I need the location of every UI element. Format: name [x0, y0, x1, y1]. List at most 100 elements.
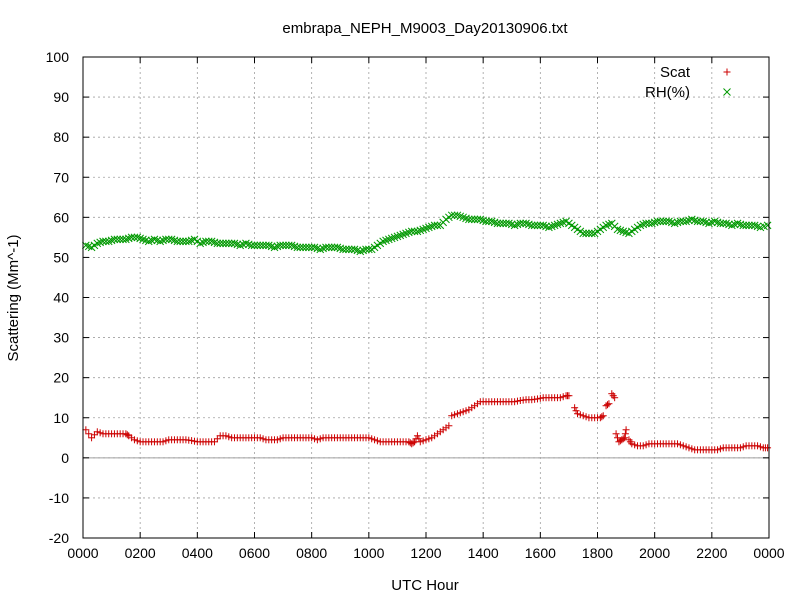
data-point — [622, 426, 630, 434]
data-point — [350, 245, 359, 254]
data-point — [82, 426, 90, 434]
data-point — [316, 435, 324, 443]
data-point — [456, 409, 464, 417]
data-point — [739, 221, 748, 230]
data-point — [619, 227, 628, 236]
data-point — [604, 401, 612, 409]
data-series — [82, 211, 772, 454]
data-point — [162, 235, 170, 244]
data-point — [764, 444, 772, 452]
y-tick-label: 0 — [61, 450, 69, 466]
data-point — [682, 217, 690, 226]
data-point — [459, 408, 467, 416]
legend-item-scat: Scat — [660, 64, 731, 81]
legend-marker-glyph — [723, 68, 731, 76]
data-point — [553, 220, 562, 229]
data-point — [467, 215, 476, 224]
y-tick-label: -20 — [49, 530, 69, 546]
data-point — [384, 235, 393, 244]
data-point — [207, 237, 216, 246]
data-point — [139, 235, 147, 244]
data-point — [676, 441, 684, 449]
data-point — [539, 221, 548, 230]
data-point — [542, 222, 550, 231]
data-point — [219, 239, 227, 248]
data-point — [670, 219, 679, 228]
data-point — [631, 441, 639, 449]
data-point — [356, 247, 365, 256]
data-point — [153, 236, 162, 245]
data-point — [571, 404, 579, 412]
data-point — [676, 217, 685, 226]
data-point — [256, 241, 265, 250]
data-point — [616, 226, 625, 235]
data-point — [253, 241, 262, 250]
data-point — [763, 221, 772, 230]
data-point — [162, 437, 170, 445]
data-point — [598, 413, 606, 421]
data-point — [522, 219, 530, 228]
data-point — [572, 407, 580, 415]
data-point — [188, 437, 196, 445]
data-point — [236, 241, 245, 250]
data-point — [536, 394, 544, 402]
x-tick-label: 0200 — [125, 545, 156, 561]
data-point — [313, 244, 322, 253]
data-point — [456, 212, 465, 221]
data-point — [716, 445, 724, 453]
legend-marker-rh — [723, 88, 731, 96]
data-point — [150, 235, 159, 244]
data-point — [279, 241, 287, 250]
data-point — [310, 243, 319, 252]
data-point — [619, 435, 627, 443]
data-point — [264, 241, 273, 250]
grid-lines — [83, 57, 769, 538]
data-point — [516, 219, 525, 228]
data-point — [750, 221, 759, 230]
data-point — [282, 241, 290, 250]
y-tick-label: 10 — [53, 410, 69, 426]
data-point — [688, 445, 696, 453]
data-point — [344, 245, 353, 254]
data-point — [296, 243, 305, 252]
data-point — [136, 234, 145, 243]
y-tick-label: 80 — [53, 129, 69, 145]
data-point — [133, 437, 141, 445]
data-point — [130, 436, 138, 444]
data-point — [579, 412, 587, 420]
data-point — [614, 434, 622, 442]
data-point — [127, 233, 136, 242]
data-point — [353, 246, 362, 255]
x-axis-tick-labels: 0000 0200 0400 0600 0800 1000 1200 1400 1600 1800… — [67, 545, 784, 561]
data-point — [222, 239, 230, 248]
data-point — [705, 219, 713, 228]
data-point — [407, 227, 416, 236]
data-point — [547, 222, 556, 231]
data-point — [687, 215, 696, 224]
data-point — [621, 434, 629, 442]
data-point — [422, 436, 430, 444]
data-point — [725, 220, 733, 229]
data-point — [642, 219, 650, 228]
data-point — [419, 225, 427, 234]
data-point — [559, 393, 567, 401]
data-point — [487, 217, 496, 226]
y-tick-label: 70 — [53, 169, 69, 185]
y-tick-label: 100 — [46, 49, 70, 65]
data-point — [415, 435, 423, 443]
data-point — [545, 223, 553, 232]
data-point — [276, 435, 284, 443]
data-point — [293, 243, 302, 252]
y-tick-label: 90 — [53, 89, 69, 105]
data-point — [714, 446, 722, 454]
data-point — [727, 221, 736, 230]
y-axis-tick-labels: -20 -10 0 10 20 30 40 50 60 70 80 90 100 — [46, 49, 70, 546]
data-point — [611, 394, 619, 402]
data-point — [730, 220, 739, 229]
data-point — [88, 434, 96, 442]
data-point — [482, 217, 490, 226]
data-point — [628, 440, 636, 448]
data-point — [322, 243, 330, 252]
y-tick-label: 20 — [53, 370, 69, 386]
